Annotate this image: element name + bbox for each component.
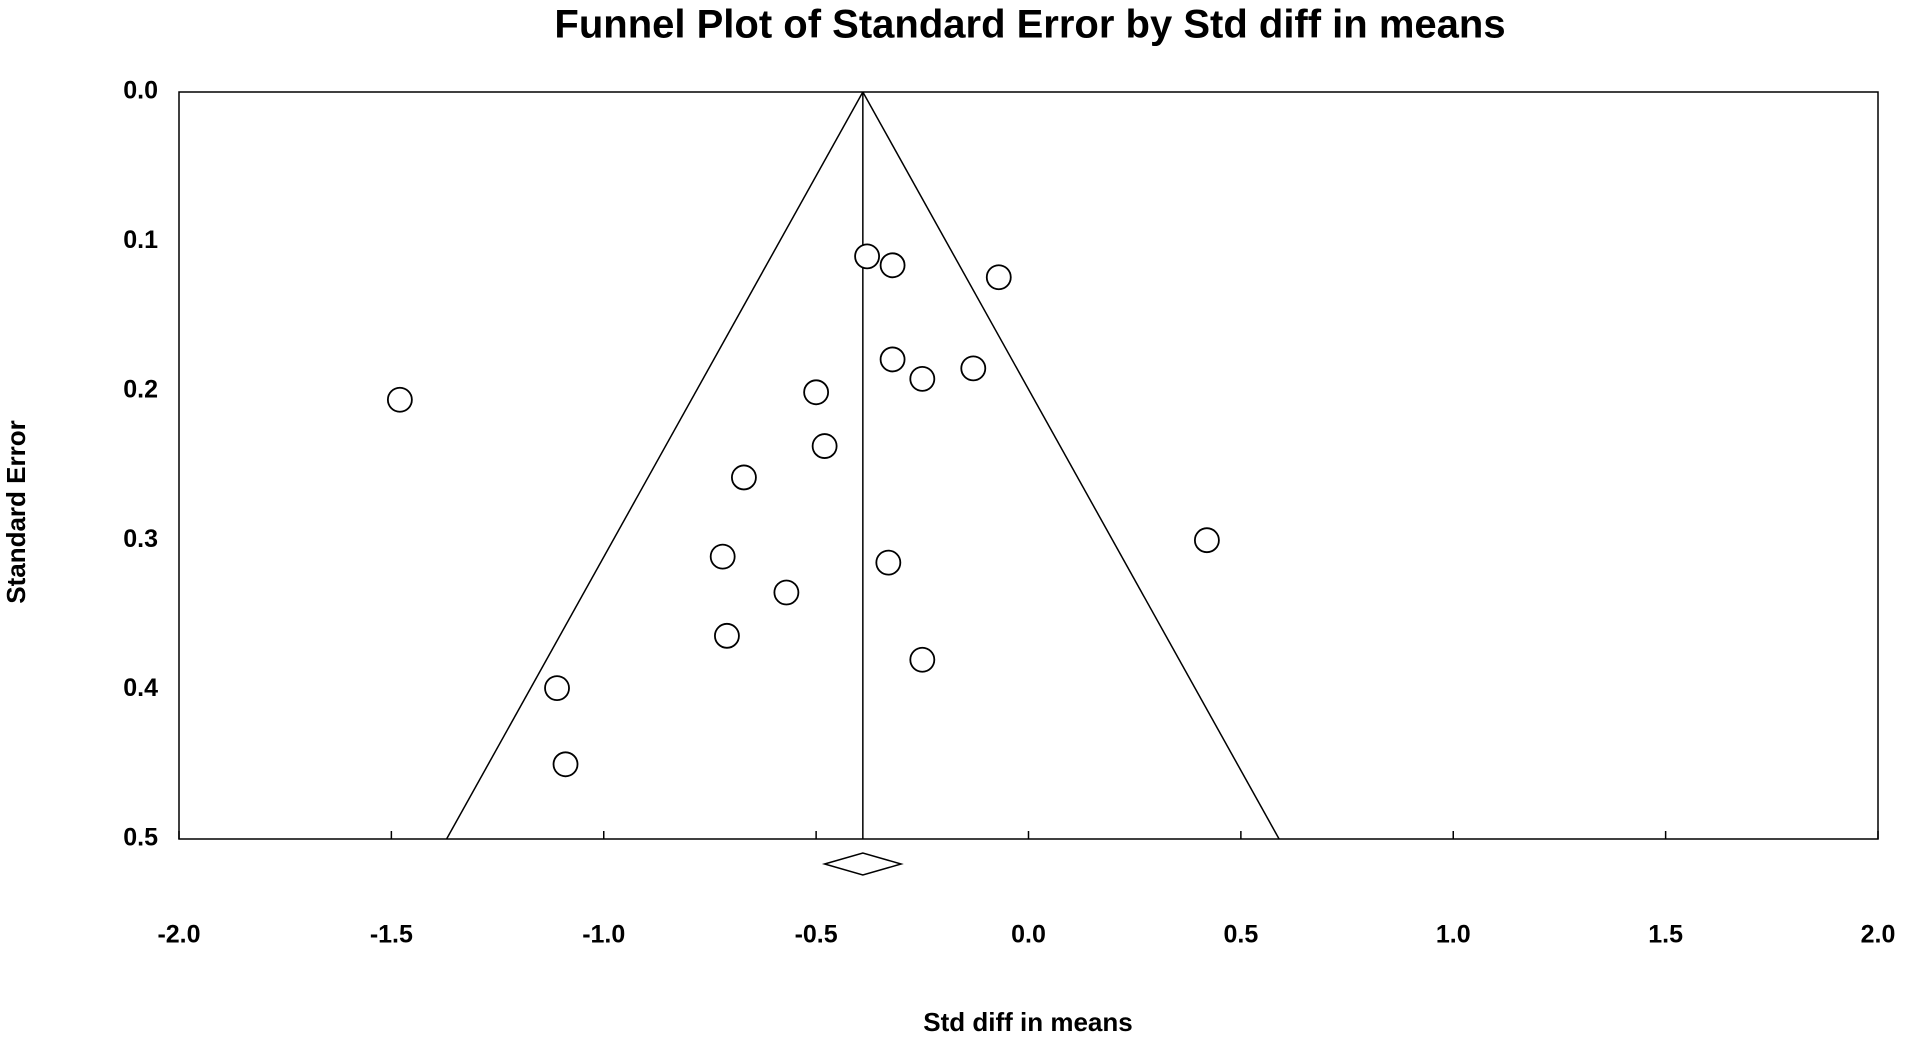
y-axis-label: Standard Error — [1, 420, 31, 604]
y-tick-label: 0.3 — [123, 525, 158, 553]
x-tick-label: 2.0 — [1861, 921, 1896, 949]
plot-frame — [178, 91, 1879, 840]
study-point — [803, 379, 830, 406]
summary-diamond — [821, 852, 904, 876]
y-tick-label: 0.2 — [123, 375, 158, 403]
y-tick-label: 0.1 — [123, 226, 158, 254]
chart-title: Funnel Plot of Standard Error by Std dif… — [554, 3, 1505, 47]
x-tick-label: 0.5 — [1223, 921, 1258, 949]
x-tick-label: 1.0 — [1436, 921, 1471, 949]
study-point — [875, 549, 902, 576]
study-point — [985, 264, 1012, 291]
y-tick-label: 0.5 — [123, 824, 158, 852]
study-point — [731, 464, 757, 491]
study-point — [879, 346, 906, 373]
x-tick-label: 1.5 — [1648, 921, 1683, 949]
study-point — [714, 622, 740, 649]
x-tick-label: -1.0 — [582, 921, 625, 949]
study-point — [960, 355, 987, 382]
study-point — [544, 675, 570, 702]
study-point — [879, 252, 906, 279]
y-tick-label: 0.4 — [123, 674, 158, 702]
x-tick-label: -0.5 — [795, 921, 838, 949]
x-tick-label: -1.5 — [370, 921, 413, 949]
x-axis-label: Std diff in means — [923, 1007, 1132, 1037]
study-point — [909, 365, 936, 392]
x-tick-label: -2.0 — [157, 921, 200, 949]
study-point — [811, 433, 838, 459]
study-point — [909, 646, 936, 673]
study-point — [386, 386, 413, 413]
study-point — [773, 579, 800, 606]
study-point — [1193, 527, 1220, 554]
y-tick-label: 0.0 — [123, 77, 158, 105]
funnel-line — [862, 91, 1280, 840]
funnel-line — [445, 91, 864, 840]
x-tick-label: 0.0 — [1011, 921, 1046, 949]
study-point — [552, 751, 579, 778]
study-point — [854, 243, 880, 270]
study-point — [709, 543, 736, 570]
